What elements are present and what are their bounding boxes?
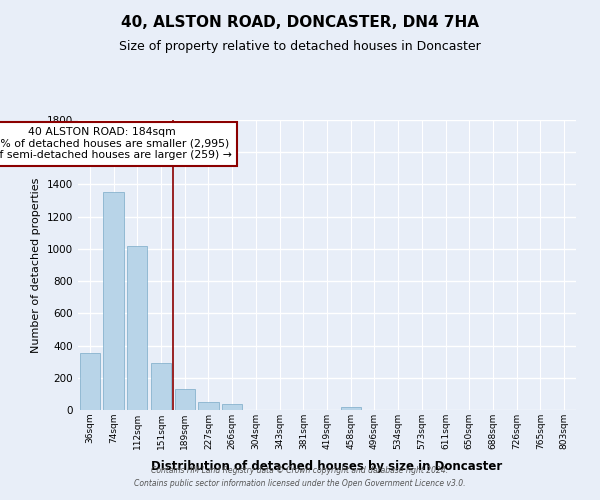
Y-axis label: Number of detached properties: Number of detached properties — [31, 178, 41, 352]
Bar — [199, 402, 218, 410]
Text: 40, ALSTON ROAD, DONCASTER, DN4 7HA: 40, ALSTON ROAD, DONCASTER, DN4 7HA — [121, 15, 479, 30]
Bar — [103, 192, 124, 410]
Bar — [151, 364, 171, 410]
Text: Size of property relative to detached houses in Doncaster: Size of property relative to detached ho… — [119, 40, 481, 53]
Bar — [127, 246, 148, 410]
Bar — [80, 353, 100, 410]
X-axis label: Distribution of detached houses by size in Doncaster: Distribution of detached houses by size … — [151, 460, 503, 473]
Bar — [222, 404, 242, 410]
Text: 40 ALSTON ROAD: 184sqm
← 92% of detached houses are smaller (2,995)
8% of semi-d: 40 ALSTON ROAD: 184sqm ← 92% of detached… — [0, 127, 232, 160]
Bar — [341, 408, 361, 410]
Bar — [175, 389, 195, 410]
Text: Contains HM Land Registry data © Crown copyright and database right 2024.
Contai: Contains HM Land Registry data © Crown c… — [134, 466, 466, 487]
